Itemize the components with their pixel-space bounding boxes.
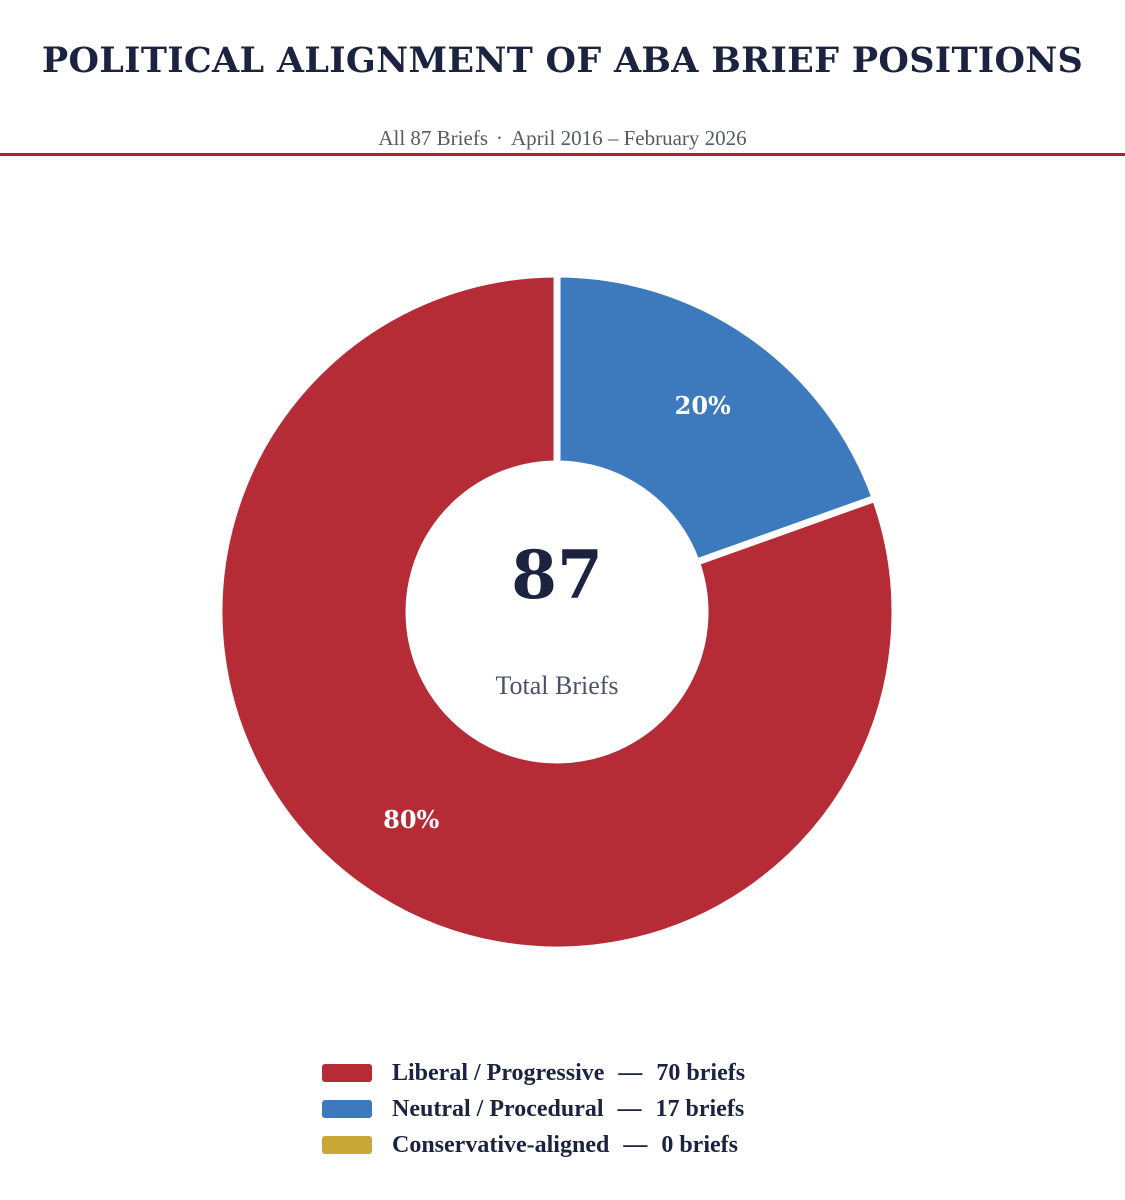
legend-swatch-conservative <box>322 1136 372 1154</box>
subtitle-separator: · <box>496 126 503 150</box>
donut-slice-liberal <box>215 270 899 954</box>
legend-label: Neutral / Procedural <box>392 1095 604 1122</box>
legend-item-neutral: Neutral / Procedural — 17 briefs <box>322 1091 745 1127</box>
legend-label: Conservative-aligned <box>392 1131 610 1158</box>
subtitle-brief-count: All 87 Briefs <box>378 126 488 150</box>
slice-percent-label-liberal: 80% <box>383 805 439 834</box>
legend-dash: — <box>623 1131 648 1158</box>
legend-swatch-neutral <box>322 1100 372 1118</box>
legend-item-conservative: Conservative-aligned — 0 briefs <box>322 1127 745 1163</box>
legend-item-liberal: Liberal / Progressive — 70 briefs <box>322 1055 745 1091</box>
chart-subtitle: All 87 Briefs · April 2016 – February 2026 <box>0 126 1125 151</box>
header-divider <box>0 153 1125 156</box>
legend-swatch-liberal <box>322 1064 372 1082</box>
chart-legend: Liberal / Progressive — 70 briefs Neutra… <box>322 1055 745 1163</box>
slice-percent-label-neutral: 20% <box>675 391 731 420</box>
legend-count: 17 briefs <box>655 1095 745 1122</box>
legend-dash: — <box>618 1059 643 1086</box>
chart-title: POLITICAL ALIGNMENT OF ABA BRIEF POSITIO… <box>41 40 1084 81</box>
legend-count: 0 briefs <box>661 1131 738 1158</box>
donut-slice-labels: 20% 80% <box>383 391 731 834</box>
legend-label: Liberal / Progressive <box>392 1059 605 1086</box>
legend-count: 70 briefs <box>656 1059 746 1086</box>
legend-dash: — <box>617 1095 642 1122</box>
center-total-value: 87 <box>511 536 603 614</box>
subtitle-date-range: April 2016 – February 2026 <box>511 126 747 150</box>
donut-slice-neutral <box>553 270 880 567</box>
donut-slices <box>215 270 899 954</box>
center-total-label: Total Briefs <box>495 671 618 700</box>
donut-chart: 20% 80% 87 Total Briefs <box>215 270 899 954</box>
